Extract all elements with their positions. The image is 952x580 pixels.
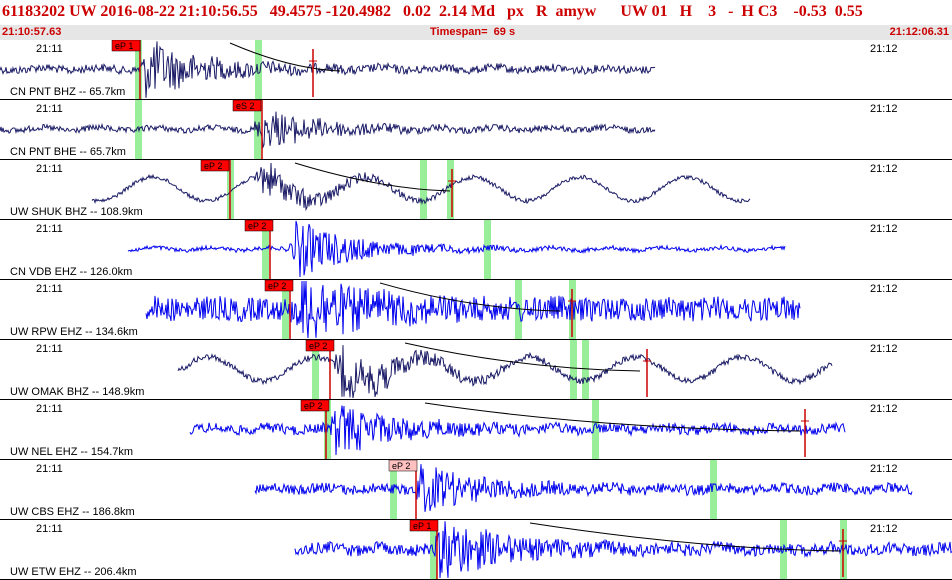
time-label-left: 21:11	[36, 283, 63, 295]
pick-label[interactable]: eP 2	[200, 159, 230, 172]
time-label-left: 21:11	[36, 463, 63, 475]
phase-marker	[312, 340, 319, 399]
time-label-left: 21:11	[36, 163, 63, 175]
pick-label-text: eP 2	[304, 401, 322, 411]
pick-label-text: eP 2	[309, 341, 327, 351]
end-time: 21:12:06.31	[889, 26, 949, 38]
trace-row[interactable]: eP 2 21:11 21:12 UW OMAK BHZ -- 148.9km	[0, 339, 952, 400]
pick-label[interactable]: eS 2	[232, 99, 262, 112]
phase-marker	[582, 340, 589, 399]
phase-marker	[255, 40, 262, 99]
phase-marker	[447, 160, 454, 219]
coda-curve	[424, 402, 801, 432]
seismogram-panel[interactable]: eP 1 21:11 21:12 CN PNT BHZ -- 65.7km eS 2 21…	[0, 40, 952, 580]
time-label-right: 21:12	[870, 463, 898, 475]
timespan: Timespan= 69 s	[430, 26, 516, 38]
station-label: UW SHUK BHZ -- 108.9km	[10, 206, 143, 218]
time-label-left: 21:11	[36, 343, 63, 355]
time-label-right: 21:12	[870, 103, 898, 115]
trace-row[interactable]: eP 2 21:11 21:12 UW CBS EHZ -- 186.8km	[0, 459, 952, 520]
station-label: CN PNT BHE -- 65.7km	[10, 146, 126, 158]
pick-label-text: eP 2	[268, 281, 286, 291]
trace-row[interactable]: eP 2 21:11 21:12 UW NEL EHZ -- 154.7km	[0, 399, 952, 460]
coda-curve	[529, 522, 841, 552]
time-label-right: 21:12	[870, 163, 898, 175]
coda-curve	[229, 42, 341, 72]
waveform	[189, 405, 846, 456]
waveform	[177, 345, 833, 399]
trace-row[interactable]: eP 2 21:11 21:12 CN VDB EHZ -- 126.0km	[0, 219, 952, 280]
pick-label[interactable]: eP 2	[244, 219, 274, 232]
trace-row[interactable]: eP 2 21:11 21:12 UW SHUK BHZ -- 108.9km	[0, 159, 952, 220]
waveform	[294, 521, 952, 579]
pick-label-text: eP 2	[392, 461, 410, 471]
time-label-right: 21:12	[870, 43, 898, 55]
waveform	[127, 220, 786, 278]
time-label-right: 21:12	[870, 403, 898, 415]
pick-label[interactable]: eP 2	[300, 399, 330, 412]
phase-marker	[592, 400, 599, 459]
pick-label-text: eP 2	[248, 221, 266, 231]
time-label-left: 21:11	[36, 223, 63, 235]
waveform	[145, 280, 801, 339]
station-label: CN PNT BHZ -- 65.7km	[10, 86, 125, 98]
time-label-left: 21:11	[36, 43, 63, 55]
time-bar: 21:10:57.63 Timespan= 69 s 21:12:06.31	[0, 25, 952, 40]
time-label-left: 21:11	[36, 103, 63, 115]
trace-row[interactable]: eS 2 21:11 21:12 CN PNT BHE -- 65.7km	[0, 99, 952, 160]
time-label-right: 21:12	[870, 283, 898, 295]
phase-marker	[430, 520, 437, 579]
pick-label[interactable]: eP 1	[409, 519, 439, 532]
station-label: UW NEL EHZ -- 154.7km	[10, 446, 133, 458]
waveform	[91, 162, 751, 212]
time-label-right: 21:12	[870, 343, 898, 355]
pick-label-text: eP 2	[204, 161, 222, 171]
trace-row[interactable]: eP 1 21:11 21:12 CN PNT BHZ -- 65.7km	[0, 40, 952, 100]
station-label: UW OMAK BHZ -- 148.9km	[10, 386, 144, 398]
coda-curve	[294, 162, 451, 192]
header: 61183202 UW 2016-08-22 21:10:56.55 49.45…	[0, 0, 952, 40]
start-time: 21:10:57.63	[2, 26, 62, 38]
station-label: UW ETW EHZ -- 206.4km	[10, 566, 137, 578]
time-label-left: 21:11	[36, 403, 63, 415]
pick-label[interactable]: eP 1	[111, 40, 141, 52]
phase-marker	[570, 340, 577, 399]
waveform	[0, 41, 656, 98]
phase-marker	[262, 220, 269, 279]
time-label-left: 21:11	[36, 523, 63, 535]
coda-curve	[404, 342, 641, 372]
trace-row[interactable]: eP 2 21:11 21:12 UW RPW EHZ -- 134.6km	[0, 279, 952, 340]
station-label: CN VDB EHZ -- 126.0km	[10, 266, 132, 278]
phase-marker	[282, 280, 289, 339]
pick-label-text: eP 1	[115, 41, 133, 51]
phase-marker	[515, 280, 522, 339]
phase-marker	[710, 460, 717, 519]
time-label-right: 21:12	[870, 223, 898, 235]
trace-row[interactable]: eP 1 21:11 21:12 UW ETW EHZ -- 206.4km	[0, 519, 952, 580]
pick-label[interactable]: eP 2	[305, 339, 335, 352]
station-label: UW CBS EHZ -- 186.8km	[10, 506, 135, 518]
station-label: UW RPW EHZ -- 134.6km	[10, 326, 138, 338]
coda-curve	[379, 282, 561, 312]
waveform	[0, 111, 656, 149]
pick-label[interactable]: eP 2	[264, 279, 294, 292]
pick-label[interactable]: eP 2	[388, 459, 418, 472]
pick-label-text: eP 1	[413, 521, 431, 531]
event-title: 61183202 UW 2016-08-22 21:10:56.55 49.45…	[2, 3, 863, 20]
pick-label-text: eS 2	[236, 101, 255, 111]
time-label-right: 21:12	[870, 523, 898, 535]
waveform	[254, 464, 913, 512]
